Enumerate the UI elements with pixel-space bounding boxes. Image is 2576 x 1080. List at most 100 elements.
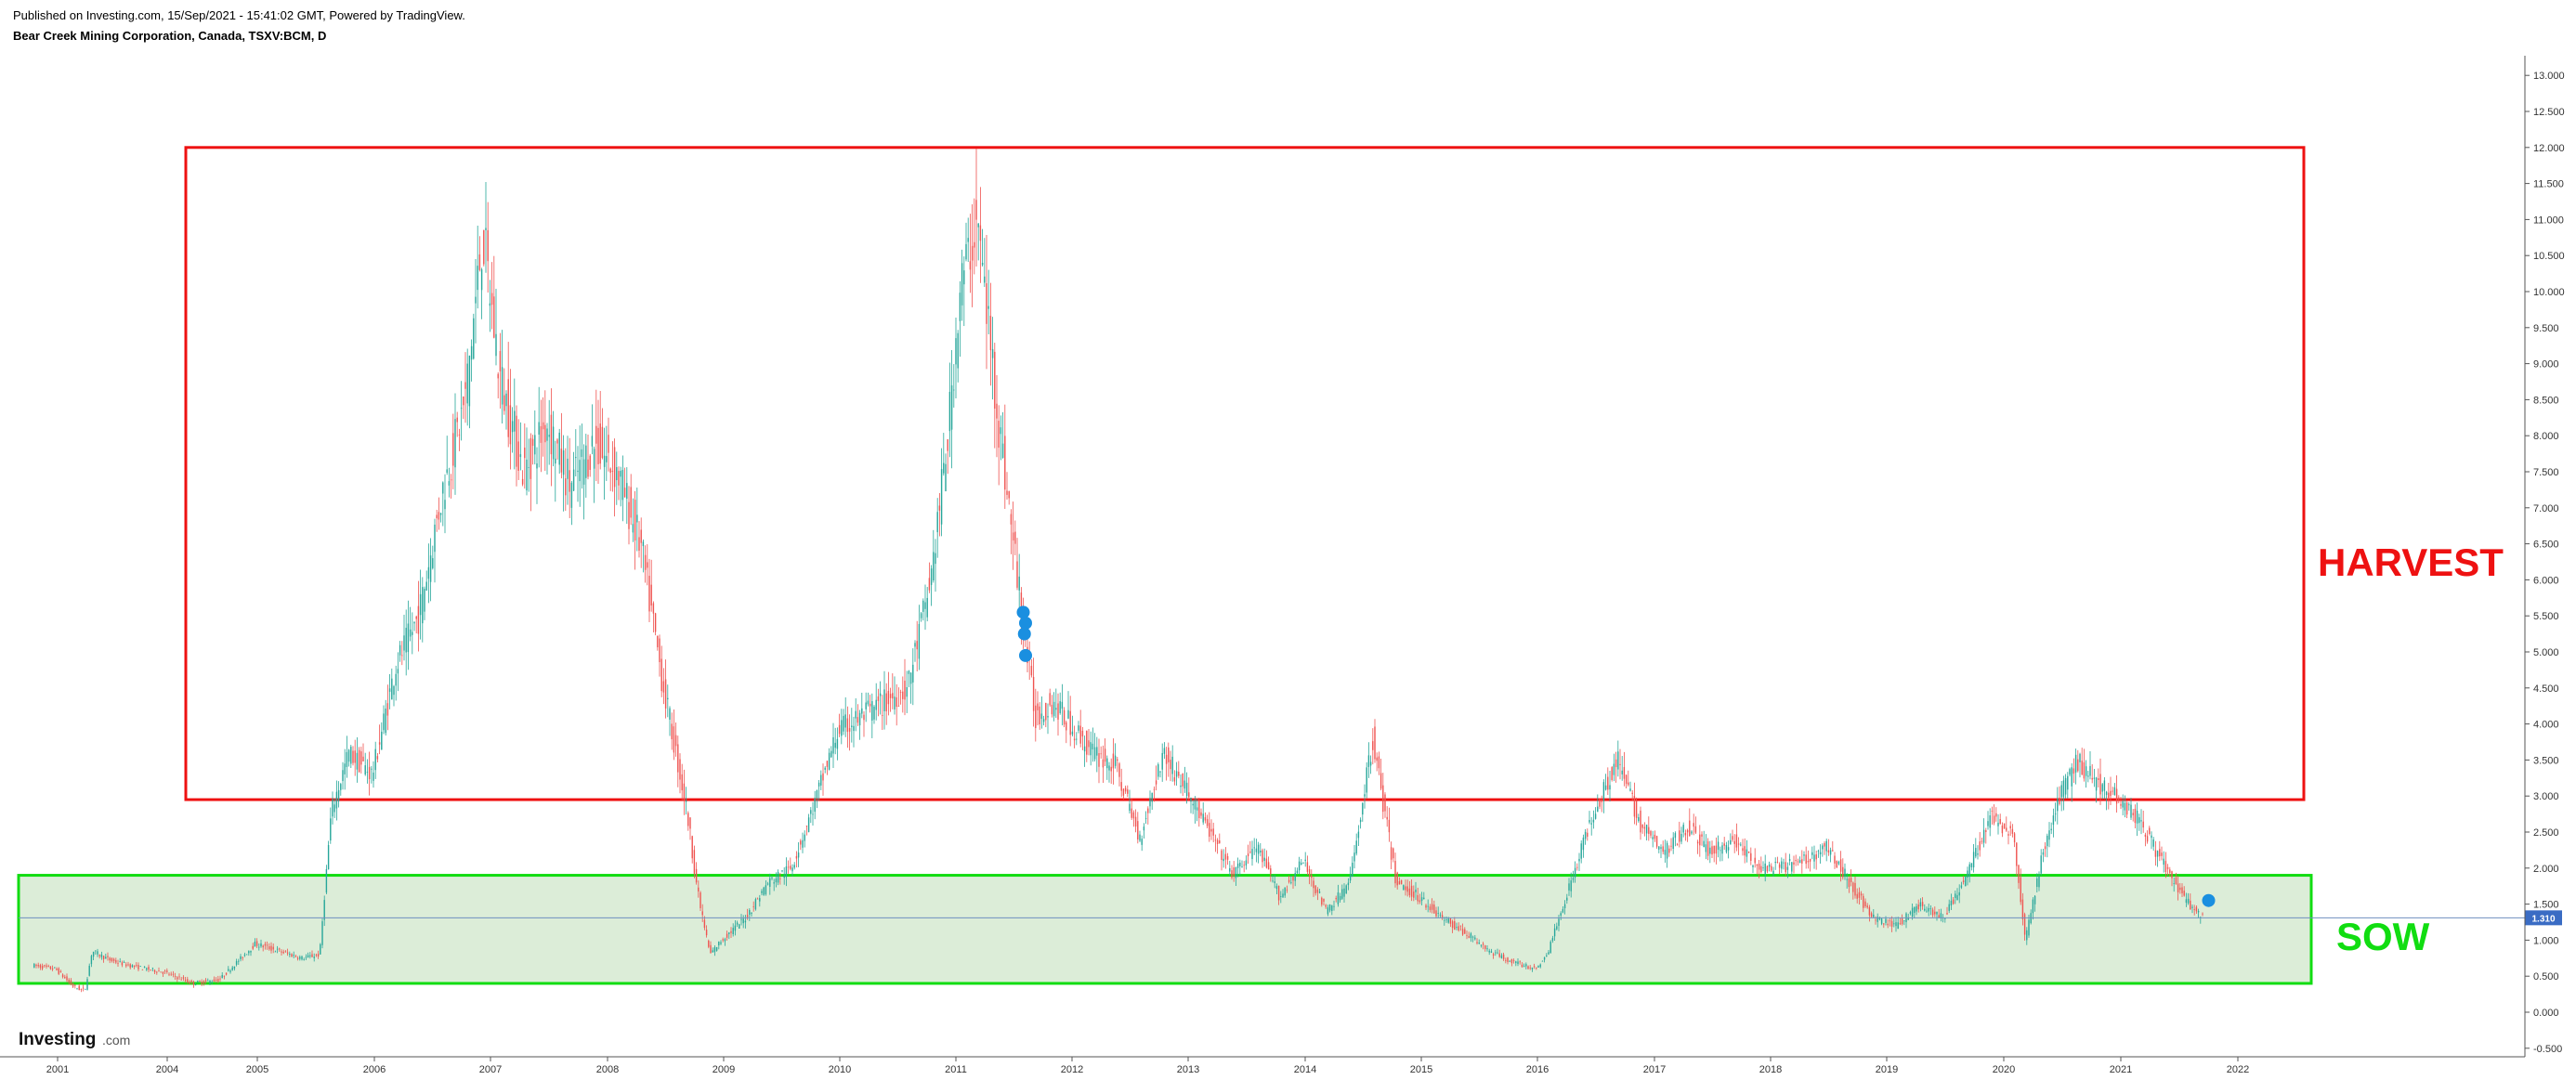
- candle: [873, 705, 875, 724]
- candle: [1209, 812, 1210, 842]
- candle: [713, 944, 716, 956]
- candle: [270, 942, 272, 954]
- candle: [82, 984, 85, 992]
- candle: [1521, 962, 1523, 969]
- candle: [807, 813, 810, 833]
- investing-logo-suffix: .com: [102, 1033, 130, 1047]
- candle: [1055, 688, 1057, 719]
- candle: [2118, 795, 2120, 803]
- candle: [419, 569, 422, 640]
- candle: [664, 659, 667, 719]
- candle: [44, 964, 46, 968]
- candle: [618, 466, 620, 501]
- candle: [1746, 839, 1748, 863]
- candle: [2146, 830, 2149, 844]
- candle: [1321, 896, 1323, 907]
- candle: [804, 830, 805, 848]
- candle: [1931, 907, 1934, 917]
- candle: [354, 739, 356, 776]
- candle: [1120, 768, 1122, 798]
- candle: [1282, 889, 1284, 898]
- candle: [1778, 862, 1781, 875]
- candle: [1981, 838, 1983, 845]
- candle: [368, 751, 371, 796]
- event-marker[interactable]: [1019, 648, 1032, 662]
- candle: [771, 876, 773, 880]
- candle: [814, 790, 816, 820]
- candle: [204, 978, 207, 984]
- candle: [2140, 809, 2142, 835]
- candle: [1727, 839, 1730, 859]
- candle: [313, 953, 315, 962]
- candle: [468, 355, 471, 429]
- candle: [892, 673, 894, 709]
- candle: [2057, 787, 2059, 825]
- candle: [233, 966, 236, 971]
- candle: [1131, 799, 1132, 820]
- candle: [1609, 771, 1611, 802]
- candle: [64, 974, 66, 979]
- candle: [1492, 952, 1495, 959]
- candle: [153, 969, 156, 974]
- candle: [78, 983, 80, 991]
- candle: [1819, 844, 1822, 865]
- candle: [56, 967, 58, 971]
- candle: [2038, 871, 2040, 891]
- candle: [1791, 862, 1793, 876]
- candle: [174, 972, 177, 981]
- candle: [1437, 906, 1439, 918]
- candle: [722, 937, 724, 943]
- candle: [325, 865, 328, 895]
- candle: [531, 435, 534, 465]
- candle: [938, 493, 941, 537]
- sow-label: SOW: [2336, 915, 2430, 958]
- candle: [146, 967, 148, 971]
- event-marker[interactable]: [1017, 627, 1031, 641]
- candle: [111, 956, 113, 963]
- candle: [1171, 745, 1173, 782]
- candle: [996, 374, 998, 458]
- candle: [1785, 852, 1786, 877]
- candle: [1388, 807, 1391, 842]
- candle: [485, 181, 487, 273]
- event-marker[interactable]: [2202, 893, 2216, 907]
- y-tick-label: 0.500: [2533, 971, 2559, 982]
- candle: [1245, 855, 1248, 870]
- candle: [487, 202, 489, 293]
- event-marker[interactable]: [1019, 616, 1032, 630]
- candle: [242, 956, 243, 961]
- candle: [228, 966, 229, 972]
- candle: [2103, 776, 2106, 800]
- candle: [1413, 885, 1415, 902]
- candle: [623, 467, 626, 498]
- candle: [395, 665, 397, 701]
- candle: [1275, 883, 1278, 894]
- candle: [1972, 843, 1975, 873]
- candle: [1815, 851, 1817, 870]
- candle: [401, 641, 403, 666]
- candle: [967, 217, 969, 263]
- candle: [2023, 912, 2026, 941]
- candle: [225, 972, 228, 976]
- candle: [1032, 657, 1035, 727]
- candle: [399, 641, 401, 662]
- candle: [127, 961, 129, 967]
- candle: [1721, 841, 1723, 862]
- candle: [1566, 893, 1568, 904]
- candle: [2093, 769, 2096, 787]
- candle: [628, 486, 630, 545]
- candle: [432, 545, 434, 570]
- candle: [1226, 852, 1229, 865]
- candle: [1674, 831, 1677, 847]
- candle: [848, 714, 851, 751]
- candle: [534, 410, 536, 465]
- candle: [1502, 952, 1505, 961]
- candle: [1713, 845, 1715, 863]
- candle: [1968, 862, 1970, 883]
- candle: [1848, 876, 1850, 893]
- candle: [1914, 906, 1916, 918]
- candle: [2009, 821, 2011, 837]
- event-marker[interactable]: [1016, 605, 1030, 619]
- candle: [2033, 894, 2036, 912]
